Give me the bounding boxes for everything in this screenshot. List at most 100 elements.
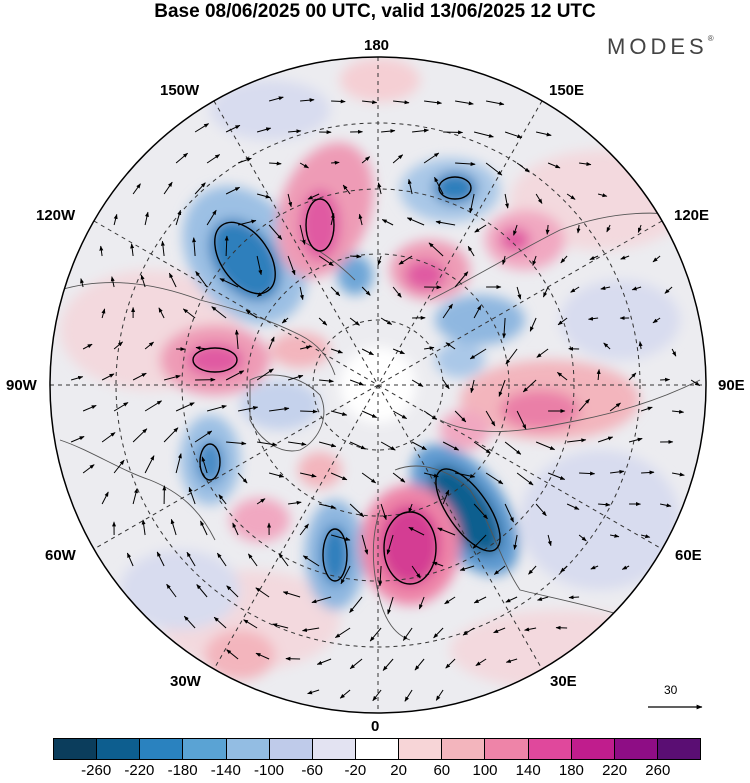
wind-arrow: [237, 219, 257, 226]
wind-arrow: [433, 627, 444, 639]
wind-arrow: [299, 286, 304, 301]
colorbar-tick-label: 100: [472, 762, 498, 779]
wind-arrow: [505, 596, 518, 603]
wind-arrow: [473, 305, 482, 319]
colorbar-swatch: [54, 739, 98, 759]
wind-arrow: [195, 270, 208, 288]
wind-arrow: [578, 398, 590, 412]
wind-arrow: [99, 245, 104, 257]
wind-arrow: [101, 432, 116, 443]
longitude-label-60w: 60W: [45, 547, 76, 564]
anomaly-neg-10w-core: [321, 525, 349, 585]
wind-arrow: [493, 565, 506, 575]
wind-arrow: [232, 522, 239, 536]
wind-arrow: [610, 533, 620, 538]
wind-arrow: [101, 308, 106, 319]
wind-arrow: [331, 160, 340, 165]
wind-arrow: [566, 503, 580, 510]
wind-arrow: [473, 441, 491, 454]
wind-arrow: [628, 372, 637, 381]
wind-arrow: [299, 472, 317, 478]
wind-arrow: [110, 276, 115, 288]
wind-arrow: [302, 627, 320, 632]
wind-arrow: [579, 162, 592, 166]
wind-arrow: [330, 212, 335, 226]
wind-arrow: [411, 441, 427, 451]
wind-arrow: [213, 616, 227, 629]
anomaly-light-neg-ne: [560, 280, 680, 360]
wind-arrow: [671, 348, 677, 357]
wind-arrow: [579, 471, 596, 476]
wind-arrow: [225, 370, 245, 381]
wind-arrow: [380, 317, 393, 325]
wind-arrow: [445, 342, 456, 350]
colorbar-swatch: [140, 739, 184, 759]
colorbar-swatch: [269, 739, 313, 759]
wind-arrow: [318, 503, 336, 509]
wind-arrow: [392, 154, 404, 164]
wind-arrow: [473, 503, 488, 520]
wind-arrow: [175, 152, 188, 164]
colorbar-tick-label: -100: [253, 762, 285, 779]
wind-arrow: [423, 472, 439, 478]
wind-arrow: [404, 689, 413, 702]
wind-arrow: [597, 193, 608, 198]
wind-arrow: [411, 379, 424, 387]
wind-arrow: [547, 472, 566, 480]
wind-arrow: [568, 595, 580, 600]
longitude-label-150w: 150W: [160, 82, 200, 99]
wind-arrow: [158, 307, 165, 319]
wind-arrow: [339, 689, 351, 699]
wind-arrow: [455, 162, 476, 167]
wind-arrow: [502, 317, 507, 339]
coastline-east-siberia: [429, 212, 681, 301]
wind-arrow: [225, 186, 241, 195]
wind-arrow: [637, 224, 642, 233]
wind-arrow: [470, 379, 475, 394]
wind-arrow: [455, 100, 474, 106]
wind-arrow: [113, 213, 118, 226]
wind-arrow: [423, 152, 440, 164]
wind-arrow: [505, 658, 518, 663]
contour-low-150w: [214, 221, 276, 295]
wind-arrow: [505, 348, 518, 365]
wind-arrow: [278, 552, 289, 567]
wind-arrow: [381, 219, 394, 226]
colorbar-tick-label: -20: [344, 762, 367, 779]
wind-arrow: [168, 272, 177, 288]
anomaly-light-neg-east: [520, 450, 680, 590]
colorbar: [53, 738, 701, 760]
wind-arrow: [257, 441, 278, 447]
wind-arrow: [474, 224, 487, 233]
wind-arrow: [132, 372, 147, 381]
wind-arrow: [166, 583, 177, 598]
anomaly-pos-100w-core: [187, 344, 243, 376]
wind-arrow: [402, 627, 413, 641]
wind-arrow: [144, 341, 154, 350]
wind-arrow: [412, 128, 429, 133]
wind-arrow: [382, 658, 394, 671]
wind-arrow: [485, 410, 496, 427]
wind-arrow: [196, 584, 208, 598]
wind-arrow: [513, 224, 518, 236]
wind-arrow: [299, 523, 309, 536]
wind-arrow: [318, 317, 328, 326]
coastline-scandinavia: [372, 509, 411, 641]
wind-arrow: [609, 402, 621, 412]
longitude-label-150e: 150E: [549, 82, 585, 99]
colorbar-tick-label: -140: [210, 762, 241, 779]
wind-arrow: [316, 658, 332, 665]
wind-arrow: [386, 534, 394, 555]
wind-arrow: [288, 129, 302, 134]
anomaly-neg-80w-core: [196, 440, 224, 484]
wind-arrow: [70, 375, 84, 381]
wind-arrow: [299, 224, 306, 245]
colorbar-tick-label: -220: [124, 762, 155, 779]
colorbar-ticks: -260 -220 -180 -140 -100 -60 -20 20 60 100 140 180 2…: [53, 762, 701, 782]
wind-arrow: [299, 162, 309, 169]
wind-arrow: [557, 317, 568, 326]
wind-arrow: [598, 502, 611, 507]
wind-arrow: [256, 193, 271, 199]
contour-high-170w: [305, 198, 335, 252]
wind-arrow: [82, 464, 95, 474]
